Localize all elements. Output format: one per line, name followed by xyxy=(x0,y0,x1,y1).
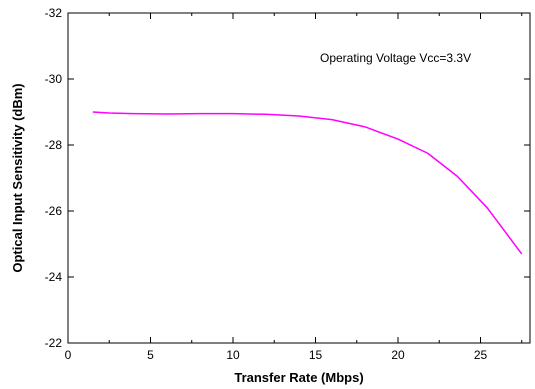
y-axis-title: Optical Input Sensitivity (dBm) xyxy=(10,83,25,272)
series-line xyxy=(92,111,523,255)
x-tick-label: 0 xyxy=(65,348,72,362)
y-tick-label: -30 xyxy=(45,72,63,86)
x-tick-label: 25 xyxy=(474,348,488,362)
x-tick-label: 5 xyxy=(147,348,154,362)
axis-ticks xyxy=(67,12,530,344)
y-tick-label: -28 xyxy=(45,138,63,152)
x-tick-label: 20 xyxy=(391,348,405,362)
annotation-text: Operating Voltage Vcc=3.3V xyxy=(320,51,471,65)
y-tick-label: -22 xyxy=(45,336,63,350)
y-tick-label: -32 xyxy=(45,6,63,20)
x-axis-title: Transfer Rate (Mbps) xyxy=(234,370,363,385)
plot-frame xyxy=(67,12,531,344)
series-layer xyxy=(92,111,523,255)
x-tick-label: 10 xyxy=(226,348,240,362)
x-tick-label: 15 xyxy=(309,348,323,362)
y-tick-label: -24 xyxy=(45,270,63,284)
y-tick-label: -26 xyxy=(45,204,63,218)
axis-tick-labels: 0 5 10 15 20 25 -32 -30 -28 -26 -24 -22 xyxy=(45,6,488,362)
